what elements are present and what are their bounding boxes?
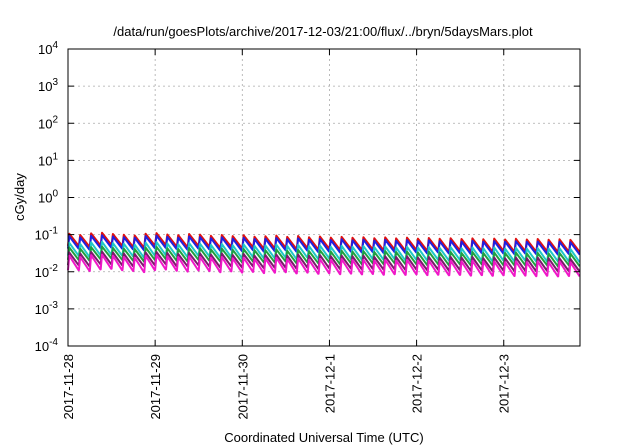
y-tick-label: 10-4 [35,337,59,354]
y-tick-label: 102 [38,114,58,131]
x-tick-label: 2017-11-29 [148,354,163,420]
series-line [67,253,581,278]
y-tick-label: 10-1 [35,226,59,243]
x-tick-label: 2017-12-3 [497,354,512,413]
y-tick-label: 103 [38,77,58,94]
x-tick-label: 2017-12-1 [322,354,337,413]
x-axis: 2017-11-28 2017-11-29 2017-11-30 2017-12-1 2… [61,49,512,420]
x-tick-label: 2017-12-2 [410,354,425,413]
grid [68,49,580,346]
y-tick-label: 10-3 [35,300,59,317]
y-tick-label: 101 [38,151,58,168]
y-axis: 10-4 10-3 10-2 10-1 100 101 102 103 104 [35,40,580,354]
x-tick-label: 2017-11-30 [235,354,250,420]
series-layer [67,231,581,278]
x-tick-label: 2017-11-28 [61,354,76,420]
y-axis-label: cGy/day [12,173,27,221]
y-tick-label: 10-2 [35,263,59,280]
y-tick-label: 100 [38,189,58,206]
y-tick-label: 104 [38,40,58,57]
chart-title: /data/run/goesPlots/archive/2017-12-03/2… [113,24,533,39]
x-axis-label: Coordinated Universal Time (UTC) [224,430,423,445]
